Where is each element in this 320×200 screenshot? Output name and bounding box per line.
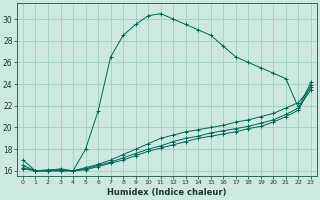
X-axis label: Humidex (Indice chaleur): Humidex (Indice chaleur) — [107, 188, 227, 197]
